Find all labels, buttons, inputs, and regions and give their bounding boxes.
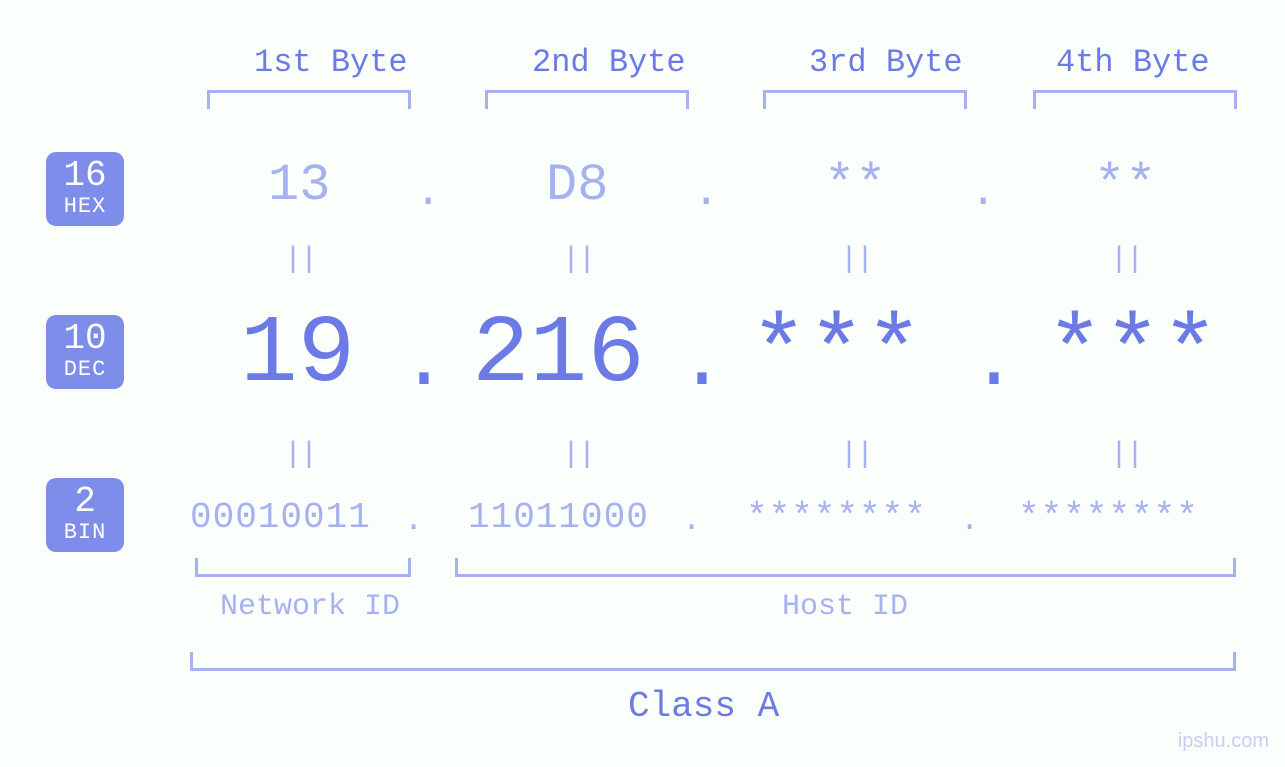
network-id-label: Network ID (220, 590, 400, 624)
dec-byte-1: 19 (240, 300, 355, 409)
watermark: ipshu.com (1178, 730, 1269, 753)
equals-hex-dec-2: || (562, 243, 594, 277)
badge-bin-base: 2 (46, 484, 124, 520)
badge-bin-label: BIN (46, 522, 124, 544)
dec-dot-3: . (970, 318, 1018, 409)
byte-bracket-1 (207, 90, 411, 109)
equals-hex-dec-3: || (840, 243, 872, 277)
dec-byte-3: *** (750, 300, 923, 409)
equals-dec-bin-1: || (284, 438, 316, 472)
bin-dot-3: . (960, 502, 979, 539)
byte-bracket-4 (1033, 90, 1237, 109)
byte-header-4: 4th Byte (1056, 44, 1210, 81)
network-id-bracket (195, 558, 411, 577)
badge-bin: 2 BIN (46, 478, 124, 552)
byte-header-3: 3rd Byte (809, 44, 963, 81)
host-id-label: Host ID (782, 590, 908, 624)
byte-bracket-3 (763, 90, 967, 109)
class-bracket (190, 652, 1236, 671)
bin-dot-1: . (404, 502, 423, 539)
dec-dot-1: . (400, 318, 448, 409)
equals-hex-dec-4: || (1110, 243, 1142, 277)
dec-byte-2: 216 (472, 300, 645, 409)
bin-byte-1: 00010011 (190, 497, 371, 538)
bin-byte-4: ******** (1018, 497, 1199, 538)
host-id-bracket (455, 558, 1236, 577)
hex-dot-3: . (970, 168, 996, 218)
badge-dec-label: DEC (46, 359, 124, 381)
hex-dot-1: . (415, 168, 441, 218)
hex-byte-2: D8 (546, 156, 608, 215)
badge-dec-base: 10 (46, 321, 124, 357)
badge-hex-label: HEX (46, 196, 124, 218)
hex-byte-4: ** (1094, 156, 1156, 215)
badge-dec: 10 DEC (46, 315, 124, 389)
dec-dot-2: . (678, 318, 726, 409)
hex-dot-2: . (693, 168, 719, 218)
equals-dec-bin-4: || (1110, 438, 1142, 472)
bin-byte-2: 11011000 (468, 497, 649, 538)
badge-hex-base: 16 (46, 158, 124, 194)
hex-byte-1: 13 (268, 156, 330, 215)
dec-byte-4: *** (1046, 300, 1219, 409)
equals-dec-bin-3: || (840, 438, 872, 472)
bin-byte-3: ******** (746, 497, 927, 538)
byte-bracket-2 (485, 90, 689, 109)
equals-dec-bin-2: || (562, 438, 594, 472)
badge-hex: 16 HEX (46, 152, 124, 226)
byte-header-1: 1st Byte (254, 44, 408, 81)
hex-byte-3: ** (824, 156, 886, 215)
class-label: Class A (628, 686, 779, 727)
byte-header-2: 2nd Byte (532, 44, 686, 81)
equals-hex-dec-1: || (284, 243, 316, 277)
bin-dot-2: . (682, 502, 701, 539)
